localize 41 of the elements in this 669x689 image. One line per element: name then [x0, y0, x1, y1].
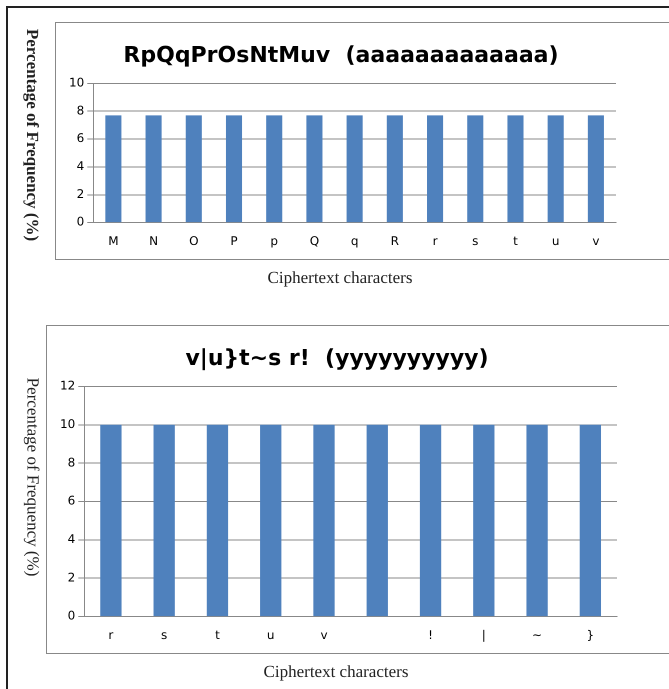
x-tick-label: | — [482, 628, 486, 642]
y-tick-label: 8 — [68, 455, 76, 470]
x-tick-label: p — [270, 234, 278, 248]
x-tick-label: s — [161, 628, 168, 642]
chart-title: v|u}t~s r! (yyyyyyyyyy) — [185, 346, 489, 371]
x-tick-label: v — [320, 628, 328, 642]
y-tick-label: 6 — [76, 131, 84, 146]
y-tick-label: 10 — [68, 76, 84, 90]
y-tick-label: 0 — [76, 214, 84, 229]
x-tick-label: O — [189, 234, 199, 248]
x-tick-label: q — [350, 234, 358, 248]
chart-title: RpQqPrOsNtMuv (aaaaaaaaaaaaa) — [123, 42, 559, 68]
x-tick-label: t — [215, 628, 220, 642]
y-tick-label: 2 — [68, 570, 76, 584]
x-axis-title: Ciphertext characters — [266, 268, 414, 288]
x-tick-label: ! — [428, 628, 433, 642]
y-tick-label: 10 — [60, 416, 76, 431]
y-tick-label: 12 — [60, 378, 76, 393]
x-tick-label: v — [592, 234, 600, 248]
y-axis-title: Percentage of Frequency (%) — [22, 28, 42, 242]
x-tick-label: ~ — [532, 628, 542, 642]
y-tick-label: 2 — [76, 186, 84, 201]
x-axis-title: Ciphertext characters — [262, 662, 410, 682]
y-tick-label: 4 — [76, 159, 84, 174]
y-tick-label: 8 — [76, 103, 84, 118]
x-tick-label: r — [432, 234, 438, 248]
x-tick-label: u — [552, 234, 560, 248]
y-tick-label: 4 — [68, 532, 76, 546]
x-tick-label: N — [149, 234, 158, 248]
x-tick-label: t — [513, 234, 518, 248]
y-tick-label: 0 — [68, 608, 76, 623]
x-tick-label: r — [108, 628, 114, 642]
x-tick-label: u — [266, 628, 275, 642]
x-tick-label: Q — [310, 234, 320, 248]
x-tick-label: P — [230, 234, 238, 248]
x-tick-label: M — [108, 234, 119, 248]
x-tick-label: s — [472, 234, 478, 248]
y-axis-title: Percentage of Frequency (%) — [22, 378, 42, 576]
x-tick-label: } — [586, 628, 594, 642]
x-tick-label: R — [390, 234, 400, 248]
y-tick-label: 6 — [68, 494, 76, 508]
